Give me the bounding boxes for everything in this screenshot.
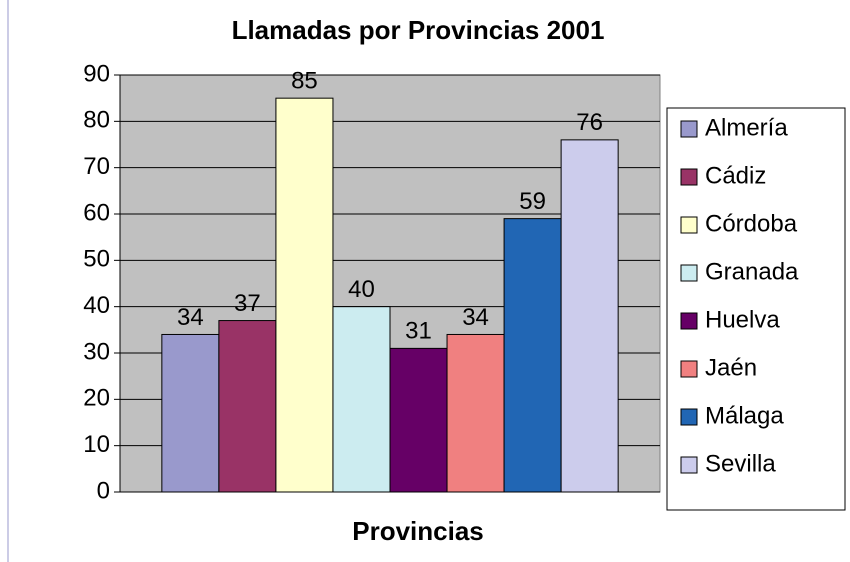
bar	[161, 333, 220, 493]
legend-label: Huelva	[705, 306, 780, 333]
bar	[560, 139, 619, 493]
y-tick-label: 90	[83, 60, 110, 87]
bar	[503, 218, 562, 493]
legend-label: Córdoba	[705, 210, 798, 237]
bar	[446, 333, 505, 493]
data-label: 34	[462, 304, 489, 331]
data-label: 76	[576, 109, 603, 136]
legend-swatch	[680, 312, 698, 330]
legend-label: Cádiz	[705, 162, 766, 189]
legend-swatch	[680, 264, 698, 282]
y-tick-label: 10	[83, 431, 110, 458]
bar	[332, 306, 391, 493]
legend-label: Sevilla	[705, 450, 776, 477]
bar	[218, 320, 277, 493]
y-tick-label: 60	[83, 199, 110, 226]
data-label: 59	[519, 188, 546, 215]
legend-swatch	[680, 216, 698, 234]
y-tick-label: 30	[83, 338, 110, 365]
x-axis-label: Provincias	[352, 516, 484, 546]
legend-swatch	[680, 408, 698, 426]
data-label: 85	[291, 68, 318, 95]
y-tick-label: 40	[83, 292, 110, 319]
y-tick-label: 50	[83, 246, 110, 273]
data-label: 34	[177, 304, 204, 331]
bar	[389, 347, 448, 493]
legend-label: Almería	[705, 114, 788, 141]
data-label: 37	[234, 290, 261, 317]
y-tick-label: 70	[83, 153, 110, 180]
data-label: 40	[348, 276, 375, 303]
legend-swatch	[680, 168, 698, 186]
legend-swatch	[680, 120, 698, 138]
legend-swatch	[680, 360, 698, 378]
legend-swatch	[680, 456, 698, 474]
chart-title: Llamadas por Provincias 2001	[232, 15, 605, 45]
y-tick-label: 0	[97, 477, 110, 504]
y-tick-label: 80	[83, 107, 110, 134]
y-tick-label: 20	[83, 385, 110, 412]
legend-label: Granada	[705, 258, 799, 285]
legend-label: Málaga	[705, 402, 784, 429]
data-label: 31	[405, 318, 432, 345]
bar	[275, 97, 334, 493]
legend-label: Jaén	[705, 354, 757, 381]
